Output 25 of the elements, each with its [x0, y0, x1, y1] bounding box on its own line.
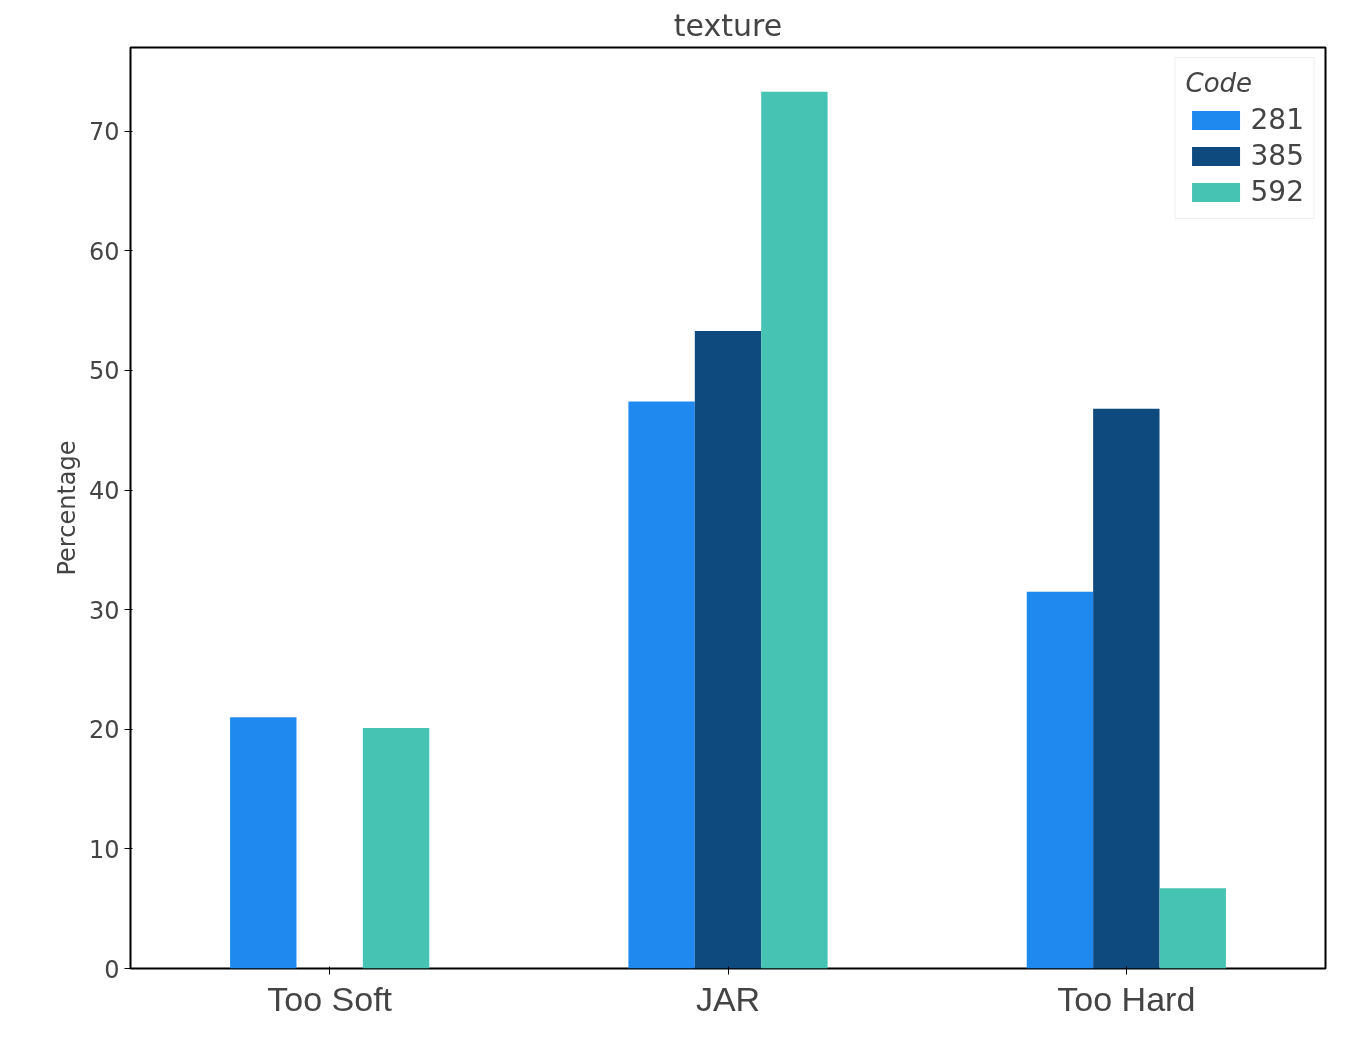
- y-tick-label: 40: [88, 477, 120, 506]
- bar: [694, 330, 762, 969]
- legend-label: 281: [1250, 103, 1304, 136]
- legend-label: 385: [1250, 139, 1304, 172]
- legend-title: Code: [1185, 68, 1254, 98]
- y-tick-label: 60: [88, 237, 120, 266]
- chart-title: texture: [673, 7, 783, 43]
- y-axis-title: Percentage: [52, 440, 81, 576]
- y-tick-label: 70: [88, 118, 120, 147]
- x-tick-label: Too Soft: [267, 979, 393, 1018]
- bar: [628, 401, 695, 969]
- y-tick-label: 20: [88, 716, 120, 745]
- bar: [362, 728, 430, 969]
- x-tick-label: JAR: [695, 979, 761, 1018]
- y-tick-label: 0: [104, 955, 120, 984]
- y-tick-label: 10: [88, 835, 120, 864]
- bar: [1093, 408, 1160, 969]
- y-tick-label: 30: [88, 596, 120, 625]
- bar: [1159, 888, 1226, 969]
- bar: [761, 91, 828, 969]
- bar: [1026, 591, 1094, 969]
- y-tick-label: 50: [88, 357, 120, 386]
- bar: [230, 717, 297, 969]
- legend-label: 592: [1250, 175, 1304, 208]
- x-tick-label: Too Hard: [1057, 979, 1196, 1018]
